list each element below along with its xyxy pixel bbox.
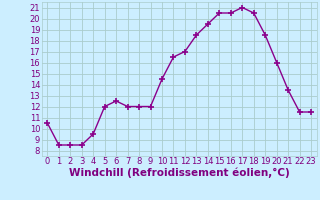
- X-axis label: Windchill (Refroidissement éolien,°C): Windchill (Refroidissement éolien,°C): [69, 168, 290, 178]
